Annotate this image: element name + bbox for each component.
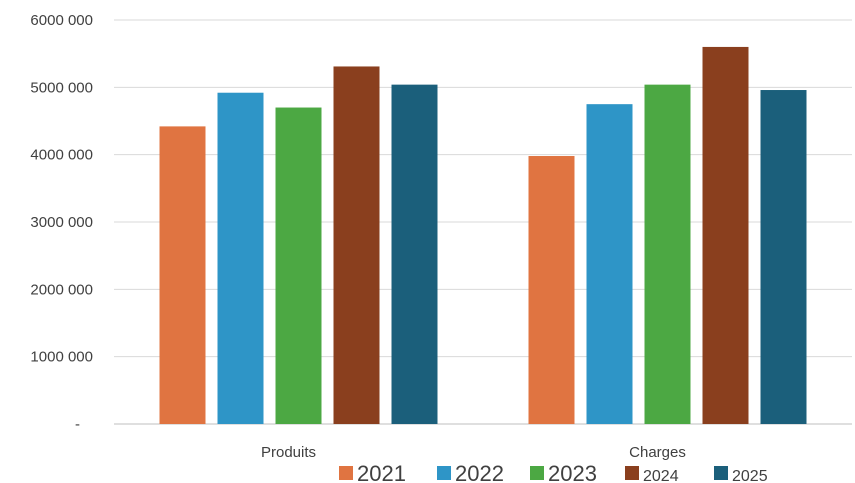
legend-swatch-2023 (530, 466, 544, 480)
y-tick-label: - (75, 416, 80, 433)
legend-swatch-2025 (714, 466, 728, 480)
category-label: Produits (261, 444, 316, 461)
x-axis-category-labels: Produits Charges (261, 444, 686, 461)
bar-2022-produits (217, 92, 264, 424)
bar-2024-produits (333, 66, 380, 425)
legend-label: 2021 (357, 461, 406, 483)
bars (159, 46, 807, 425)
y-axis-tick-labels: - 1000 000 2000 000 3000 000 4000 000 5000 00… (30, 12, 93, 433)
legend-swatch-2022 (437, 466, 451, 480)
bar-2025-charges (760, 90, 807, 424)
y-tick-label: 3000 000 (30, 214, 93, 231)
y-tick-label: 5000 000 (30, 79, 93, 96)
bar-2023-charges (644, 84, 691, 424)
bar-2021-produits (159, 126, 206, 425)
bar-2025-produits (391, 84, 438, 424)
legend-label: 2024 (643, 468, 679, 483)
y-tick-label: 4000 000 (30, 147, 93, 164)
legend-label: 2025 (732, 468, 768, 483)
legend: 2021 2022 2023 2024 2025 (339, 461, 768, 483)
legend-label: 2023 (548, 461, 597, 483)
legend-label: 2022 (455, 461, 504, 483)
y-tick-label: 1000 000 (30, 349, 93, 366)
bar-2023-produits (275, 107, 322, 425)
bar-2021-charges (528, 156, 575, 424)
y-tick-label: 6000 000 (30, 12, 93, 29)
legend-swatch-2024 (625, 466, 639, 480)
bar-2024-charges (702, 46, 749, 424)
bar-2022-charges (586, 104, 633, 425)
legend-swatch-2021 (339, 466, 353, 480)
category-label: Charges (629, 444, 686, 461)
y-tick-label: 2000 000 (30, 281, 93, 298)
